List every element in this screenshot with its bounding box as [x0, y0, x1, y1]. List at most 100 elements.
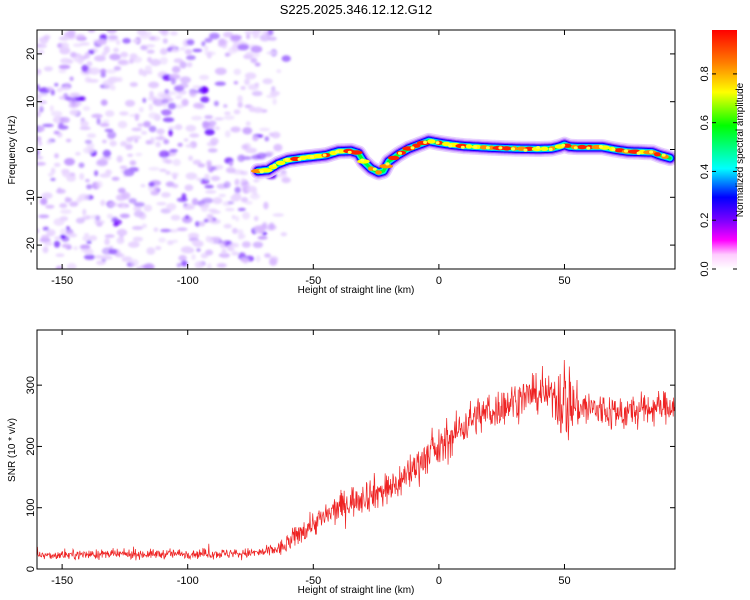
- noise-blob: [169, 149, 178, 153]
- noise-blob: [167, 240, 174, 246]
- noise-blob: [159, 57, 168, 65]
- ridge-speckle: [536, 146, 541, 150]
- noise-blob: [148, 103, 153, 111]
- noise-blob: [116, 155, 123, 163]
- noise-blob: [95, 215, 101, 222]
- noise-blob: [37, 68, 42, 74]
- noise-blob: [181, 98, 189, 107]
- noise-blob: [58, 68, 67, 74]
- noise-blob: [204, 115, 213, 120]
- chart-title: S225.2025.346.12.12.G12: [280, 2, 433, 17]
- noise-blob: [259, 127, 271, 132]
- noise-blob: [100, 199, 106, 206]
- noise-blob: [164, 89, 169, 94]
- noise-blob: [168, 128, 173, 137]
- noise-blob: [183, 205, 196, 210]
- noise-blob: [129, 160, 137, 166]
- noise-blob: [99, 173, 111, 178]
- noise-blob: [99, 122, 110, 127]
- noise-blob: [280, 232, 287, 237]
- noise-blob: [53, 240, 61, 248]
- noise-blob: [264, 253, 271, 258]
- noise-blob: [179, 47, 186, 51]
- noise-blob: [234, 186, 241, 194]
- noise-blob: [101, 255, 113, 260]
- ridge-peak: [275, 160, 286, 166]
- noise-blob: [117, 120, 128, 129]
- noise-blob: [117, 187, 126, 194]
- noise-blob: [245, 200, 253, 205]
- noise-blob: [170, 77, 176, 85]
- noise-blob: [143, 204, 153, 212]
- ridge-peak: [388, 155, 400, 161]
- noise-blob: [71, 96, 81, 103]
- ridge-speckle: [548, 147, 553, 151]
- noise-blob: [104, 237, 110, 246]
- noise-blob: [124, 99, 136, 107]
- noise-blob: [87, 30, 96, 33]
- noise-blob: [162, 103, 168, 108]
- noise-blob: [143, 263, 155, 269]
- noise-blob: [208, 208, 218, 213]
- ridge-speckle: [423, 140, 428, 144]
- noise-blob: [71, 101, 82, 107]
- noise-blob: [75, 34, 86, 40]
- noise-blob: [126, 136, 134, 143]
- ridge-speckle: [410, 146, 415, 150]
- noise-blob: [248, 106, 256, 113]
- noise-blob: [40, 197, 48, 206]
- noise-blob: [55, 265, 63, 269]
- ridge-peak: [465, 144, 473, 149]
- noise-blob: [227, 47, 237, 54]
- noise-blob: [138, 106, 144, 113]
- noise-blob: [183, 138, 189, 142]
- ridge-speckle: [322, 153, 327, 157]
- noise-blob: [191, 254, 196, 260]
- noise-blob: [252, 135, 259, 142]
- noise-blob: [165, 170, 171, 175]
- noise-blob: [271, 131, 281, 139]
- noise-blob: [82, 235, 91, 242]
- noise-blob: [68, 233, 78, 238]
- noise-blob: [96, 159, 108, 167]
- noise-blob: [224, 52, 230, 57]
- noise-blob: [143, 121, 151, 128]
- noise-blob: [144, 65, 152, 73]
- noise-blob: [214, 67, 227, 76]
- snr-y-tick-label: 200: [25, 437, 37, 455]
- noise-blob: [179, 61, 187, 69]
- noise-blob: [181, 193, 187, 201]
- ridge-speckle: [259, 170, 264, 174]
- noise-blob: [55, 253, 65, 257]
- noise-blob: [85, 179, 90, 183]
- noise-blob: [165, 159, 173, 165]
- noise-blob: [224, 130, 231, 138]
- ridge-peak: [502, 146, 512, 151]
- noise-blob: [173, 58, 183, 64]
- ridge-speckle: [649, 150, 654, 154]
- noise-blob: [188, 155, 194, 161]
- noise-blob: [185, 214, 190, 220]
- noise-blob: [200, 204, 209, 212]
- noise-blob: [240, 86, 246, 90]
- noise-blob: [172, 158, 181, 166]
- noise-blob: [106, 213, 114, 219]
- noise-blob: [229, 35, 241, 43]
- noise-blob: [244, 78, 250, 86]
- noise-blob: [59, 47, 71, 55]
- noise-blob: [227, 201, 235, 205]
- noise-blob: [206, 51, 212, 59]
- noise-blob: [223, 223, 232, 229]
- noise-blob: [166, 203, 177, 211]
- noise-blob: [204, 184, 214, 189]
- noise-blob: [191, 198, 199, 206]
- noise-blob: [185, 144, 194, 148]
- noise-blob: [100, 99, 108, 106]
- noise-blob: [167, 102, 177, 110]
- ridge-speckle: [498, 146, 503, 150]
- snr-x-axis-label: Height of straight line (km): [298, 585, 415, 596]
- ridge-speckle: [435, 141, 440, 145]
- noise-blob: [237, 95, 243, 103]
- snr-y-tick-label: 0: [25, 566, 37, 572]
